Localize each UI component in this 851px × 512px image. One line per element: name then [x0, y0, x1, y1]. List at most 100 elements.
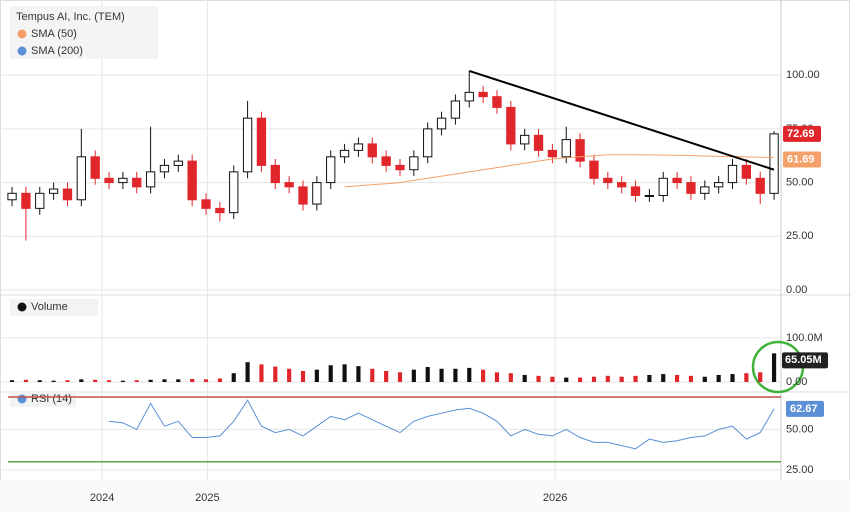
candle-body [353, 143, 364, 151]
candle-body [242, 117, 253, 173]
last-value-label: 72.69 [787, 128, 815, 140]
candle-body [450, 100, 461, 119]
x-axis-band [0, 480, 851, 512]
last-value-badge [783, 125, 821, 142]
x-tick-label: 2025 [195, 492, 219, 504]
trendline [468, 69, 775, 171]
volume-bar [287, 368, 292, 382]
legend-entry: SMA (200) [31, 45, 83, 57]
volume-bar [564, 377, 569, 382]
candle-body [367, 143, 377, 158]
volume-bar [148, 379, 153, 382]
volume-bar [661, 374, 666, 382]
candle-body [326, 156, 336, 184]
candle-body [215, 207, 225, 214]
candle-body [298, 186, 308, 205]
candle-body [159, 164, 170, 173]
candle-body [381, 156, 391, 166]
panel-title: RSI (14) [31, 393, 72, 405]
volume-bar [439, 368, 444, 382]
candle-body [173, 160, 183, 166]
candle-body [603, 177, 613, 184]
candle-body [630, 186, 641, 196]
volume-bar [411, 369, 416, 382]
candle-body [229, 171, 239, 214]
y-tick-label: 0.00 [786, 284, 807, 296]
candle-body [90, 156, 100, 179]
candle-body [312, 182, 322, 205]
candle-body [561, 139, 571, 158]
volume-bar [9, 380, 15, 382]
volume-bar [771, 353, 777, 382]
candle-body [395, 164, 405, 171]
candle-body [589, 160, 599, 179]
candle-body [7, 192, 17, 201]
candle-body [727, 164, 738, 184]
candle-body [741, 164, 752, 179]
candle-body [686, 182, 696, 194]
volume-bar [342, 364, 347, 382]
candle-body [506, 106, 516, 145]
legend-box [10, 392, 76, 407]
candle-body [118, 177, 128, 184]
candle-body [617, 182, 627, 188]
volume-bar [467, 367, 472, 382]
y-tick-label: 50.00 [786, 176, 814, 188]
candle-body [547, 149, 558, 158]
candle-body [62, 188, 73, 201]
candle-body [672, 177, 682, 184]
last-value-label: 65.05M [785, 354, 822, 366]
volume-bar [134, 380, 139, 382]
candle-body [436, 117, 447, 130]
legend-swatch [17, 46, 27, 56]
volume-bar [647, 374, 652, 382]
volume-bar [314, 369, 319, 382]
candle-body [533, 134, 544, 151]
volume-bar [550, 376, 555, 382]
volume-bar [494, 372, 500, 382]
candle-body [284, 182, 294, 188]
volume-bar [730, 374, 735, 382]
volume-bar [481, 369, 486, 382]
candle-body [492, 96, 502, 108]
y-tick-label: 0.00 [786, 376, 807, 388]
candle-body [48, 188, 59, 194]
last-value-badge [783, 151, 821, 168]
volume-bar [120, 380, 125, 382]
volume-bar [591, 376, 597, 382]
y-tick-label: 100.0M [786, 332, 823, 344]
volume-bar [453, 368, 458, 382]
volume-bar [217, 378, 222, 382]
candle-body [21, 192, 31, 209]
volume-bar [702, 376, 707, 382]
volume-bar [79, 379, 84, 382]
candle-body [769, 133, 779, 194]
volume-bar [605, 375, 610, 382]
y-tick-label: 50.00 [786, 423, 814, 435]
x-tick-label: 2024 [90, 492, 114, 504]
volume-bar [176, 379, 181, 382]
volume-bar [370, 368, 375, 382]
panel-title: Volume [31, 301, 68, 313]
volume-bar [356, 366, 361, 382]
volume-bar [536, 375, 541, 382]
candle-body [76, 156, 86, 201]
candle-body [104, 177, 114, 184]
candle-body [187, 160, 197, 201]
volume-bar [522, 374, 527, 382]
volume-bar [93, 379, 98, 382]
volume-bar [716, 374, 721, 382]
candle-body [644, 194, 655, 197]
volume-bar [51, 380, 56, 382]
volume-bar [162, 379, 167, 382]
volume-bar [675, 374, 680, 382]
sma-line [344, 154, 775, 188]
last-value-badge [786, 400, 824, 417]
volume-bar [758, 372, 763, 382]
candle-body [575, 139, 585, 162]
volume-bar [328, 365, 333, 382]
candle-body [132, 177, 142, 188]
volume-bar [23, 379, 28, 382]
candle-body [700, 186, 710, 194]
